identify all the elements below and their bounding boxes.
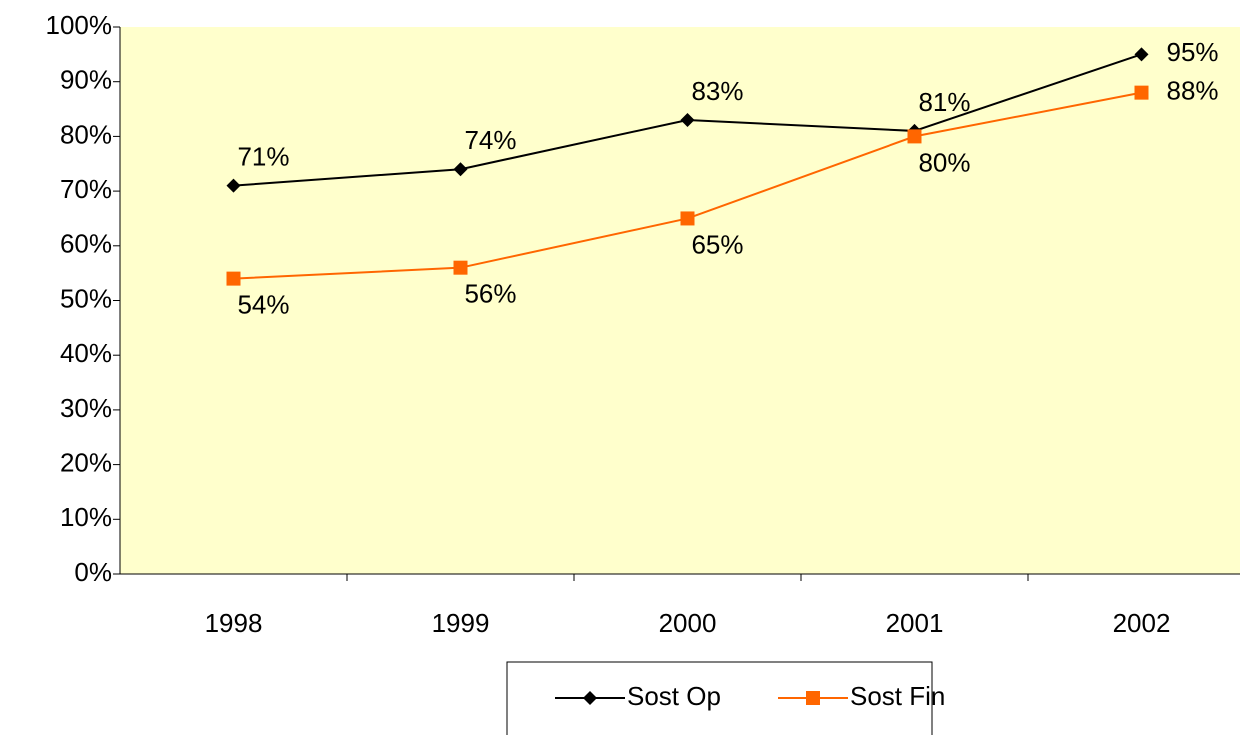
x-tick-label: 2002	[1113, 608, 1171, 638]
y-tick-label: 80%	[60, 119, 112, 149]
x-tick-label: 1998	[205, 608, 263, 638]
x-tick-label: 1999	[432, 608, 490, 638]
data-label: 95%	[1167, 37, 1219, 67]
y-tick-label: 20%	[60, 447, 112, 477]
point	[1134, 85, 1149, 100]
point	[1134, 47, 1149, 62]
point	[907, 129, 922, 144]
y-tick-label: 40%	[60, 338, 112, 368]
data-label: 71%	[237, 142, 289, 172]
point	[226, 178, 241, 193]
legend-label: Sost Fin	[850, 681, 945, 711]
y-tick-label: 60%	[60, 229, 112, 259]
y-tick-label: 10%	[60, 502, 112, 532]
legend-marker	[583, 691, 597, 705]
legend-marker	[806, 691, 820, 705]
data-label: 65%	[691, 229, 743, 259]
data-label: 83%	[691, 76, 743, 106]
data-label: 54%	[237, 289, 289, 319]
x-tick-label: 2000	[659, 608, 717, 638]
point	[680, 211, 695, 226]
data-label: 56%	[464, 279, 516, 309]
legend-label: Sost Op	[627, 681, 721, 711]
point	[453, 260, 468, 275]
data-label: 88%	[1167, 76, 1219, 106]
y-tick-label: 90%	[60, 65, 112, 95]
point	[453, 162, 468, 177]
y-tick-label: 70%	[60, 174, 112, 204]
y-tick-label: 50%	[60, 283, 112, 313]
plot-area	[120, 27, 1240, 574]
data-label: 81%	[918, 87, 970, 117]
y-tick-label: 100%	[46, 10, 113, 40]
data-label: 74%	[464, 125, 516, 155]
data-label: 80%	[918, 147, 970, 177]
y-tick-label: 30%	[60, 393, 112, 423]
point	[226, 271, 241, 286]
x-tick-label: 2001	[886, 608, 944, 638]
y-tick-label: 0%	[74, 557, 112, 587]
point	[680, 112, 695, 127]
